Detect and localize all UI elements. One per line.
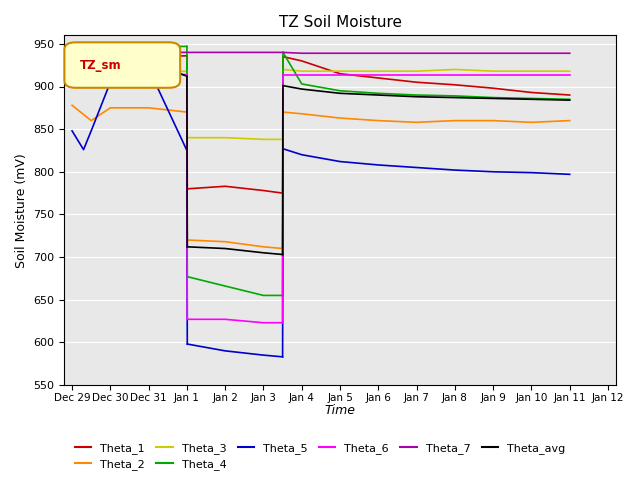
Line: Theta_2: Theta_2 [72,105,187,120]
Theta_5 [145,66,152,72]
Line: Theta_4: Theta_4 [72,47,187,50]
Theta_7 [106,50,114,56]
Theta_7 [184,49,191,55]
Theta_7 [68,51,76,57]
Theta_4 [145,44,152,49]
Theta_7 [374,50,382,56]
Theta_6 [106,72,114,78]
Theta_7 [145,49,152,55]
Line: Theta_6: Theta_6 [72,74,187,76]
Theta_2 [145,105,152,111]
Theta_5 [106,79,114,85]
Theta_2 [68,102,76,108]
Line: Theta_7: Theta_7 [72,52,570,54]
Theta_7 [413,50,420,56]
Theta_avg [87,84,95,89]
Theta_4 [68,47,76,53]
Title: TZ Soil Moisture: TZ Soil Moisture [278,15,401,30]
Theta_7 [566,50,573,56]
Theta_7 [183,49,191,55]
Theta_6 [145,72,152,77]
Theta_1 [106,61,114,67]
Theta_7 [527,50,535,56]
Theta_2 [106,105,114,111]
Line: Theta_1: Theta_1 [72,56,187,65]
Theta_6 [183,72,191,77]
Theta_7 [336,50,344,56]
Theta_3 [145,70,152,76]
Theta_avg [68,79,76,85]
Theta_7 [490,50,497,56]
Y-axis label: Soil Moisture (mV): Soil Moisture (mV) [15,153,28,267]
Theta_2 [87,118,95,123]
Theta_5 [68,128,76,134]
Theta_7 [279,49,287,55]
Theta_1 [68,62,76,68]
Theta_2 [183,109,191,115]
Line: Theta_5: Theta_5 [72,69,187,150]
Theta_5 [80,147,88,153]
FancyBboxPatch shape [65,42,180,88]
Theta_avg [145,58,152,64]
Theta_4 [106,45,114,51]
Theta_1 [183,53,191,59]
Theta_6 [68,73,76,79]
Text: TZ_sm: TZ_sm [80,59,122,72]
Theta_3 [183,68,191,74]
Legend: Theta_1, Theta_2, Theta_3, Theta_4, Theta_5, Theta_6, Theta_7, Theta_avg: Theta_1, Theta_2, Theta_3, Theta_4, Thet… [70,438,570,474]
Theta_3 [68,72,76,77]
Theta_avg [183,73,191,79]
Theta_3 [106,71,114,77]
Theta_5 [87,128,95,134]
X-axis label: Time: Time [324,404,356,417]
Theta_1 [145,54,152,60]
Line: Theta_3: Theta_3 [72,71,187,74]
Theta_7 [298,50,305,56]
Theta_7 [279,49,287,55]
Theta_avg [106,67,114,72]
Line: Theta_avg: Theta_avg [72,61,187,86]
Theta_4 [183,44,191,49]
Theta_7 [451,50,459,56]
Theta_5 [183,147,191,153]
